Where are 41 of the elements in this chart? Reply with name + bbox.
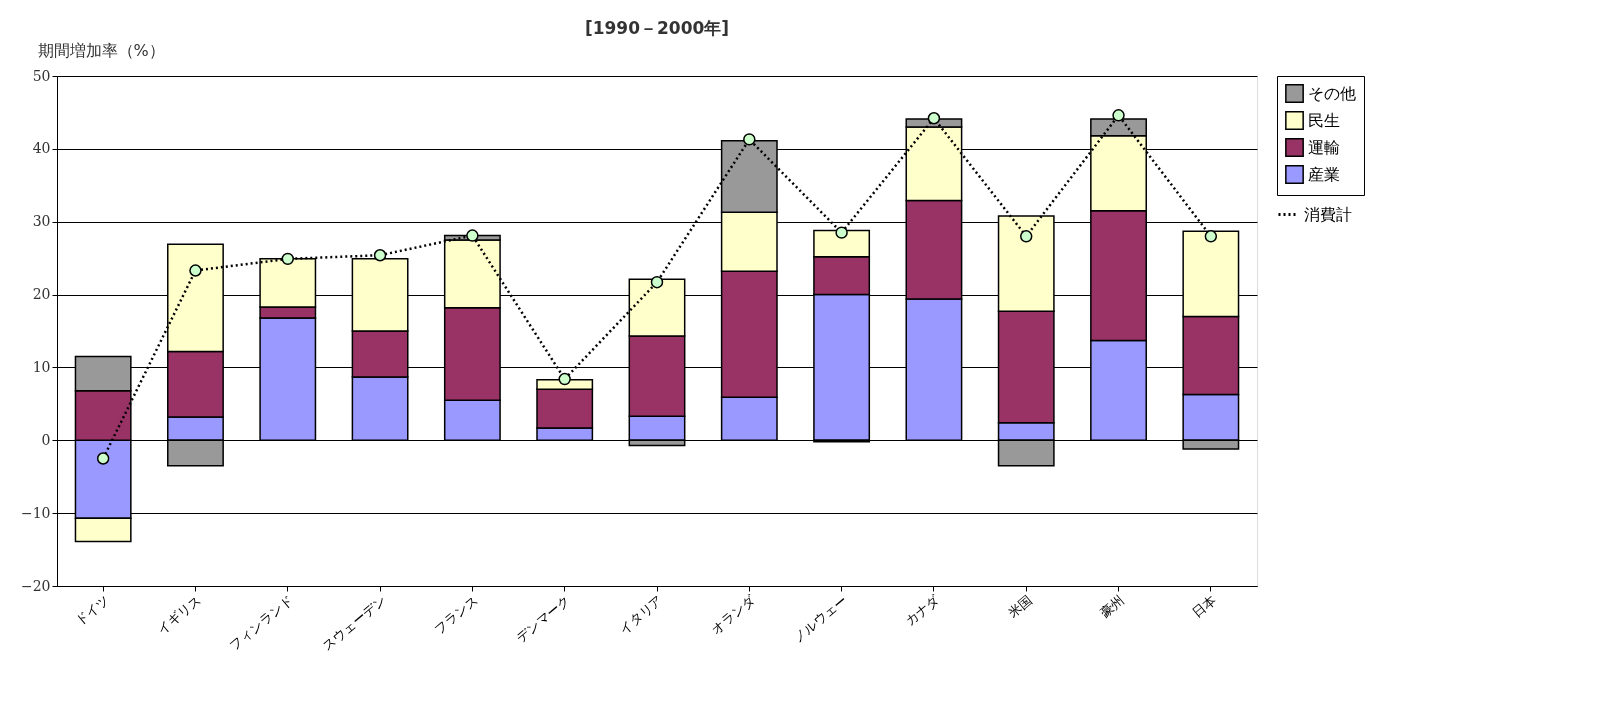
x-tick-label: フィンランド [226,591,297,654]
chart-title: [1990－2000年] [584,18,730,38]
y-tick-label: 0 [41,431,51,448]
x-tick-label: 日本 [1189,591,1220,621]
point [373,249,387,262]
y-tick-label: −20 [20,577,51,594]
legend-label: 民生 [1308,110,1340,130]
point [650,275,664,289]
legend-label: その他 [1308,83,1356,103]
legend-label: 産業 [1308,164,1340,184]
point [743,133,756,146]
x-tick-label: デンマーク [513,591,574,646]
x-tick-label: イギリス [154,591,204,637]
point [927,112,941,125]
x-tick-label: フランス [431,591,481,637]
x-tick-label: スウェーデン [319,591,389,654]
x-tick-label: 豪州 [1097,591,1127,621]
x-tick-label: 米国 [1005,591,1035,621]
x-tick-label: カナダ [902,591,944,629]
y-axis-title: 期間増加率（%） [37,40,165,60]
y-tick-label: 40 [32,140,51,157]
point [558,372,571,386]
y-tick-label: 50 [32,67,51,84]
x-tick-label: オランダ [708,591,759,637]
y-tick-label: 10 [32,358,51,375]
point [1112,109,1125,122]
point [189,264,202,277]
legend-label: 運輸 [1308,137,1340,157]
x-tick-label: ドイツ [71,591,112,629]
legend-label: 消費計 [1304,204,1352,224]
y-tick-label: −10 [20,504,51,521]
y-tick-label: 30 [32,213,51,230]
point [1204,230,1218,243]
point [96,452,110,465]
point [835,226,848,239]
y-tick-label: 20 [32,286,51,303]
point [466,229,479,242]
point [1020,230,1033,243]
point [281,252,294,266]
x-tick-label: イタリア [615,591,666,637]
x-tick-label: ノルウェー [790,591,850,646]
